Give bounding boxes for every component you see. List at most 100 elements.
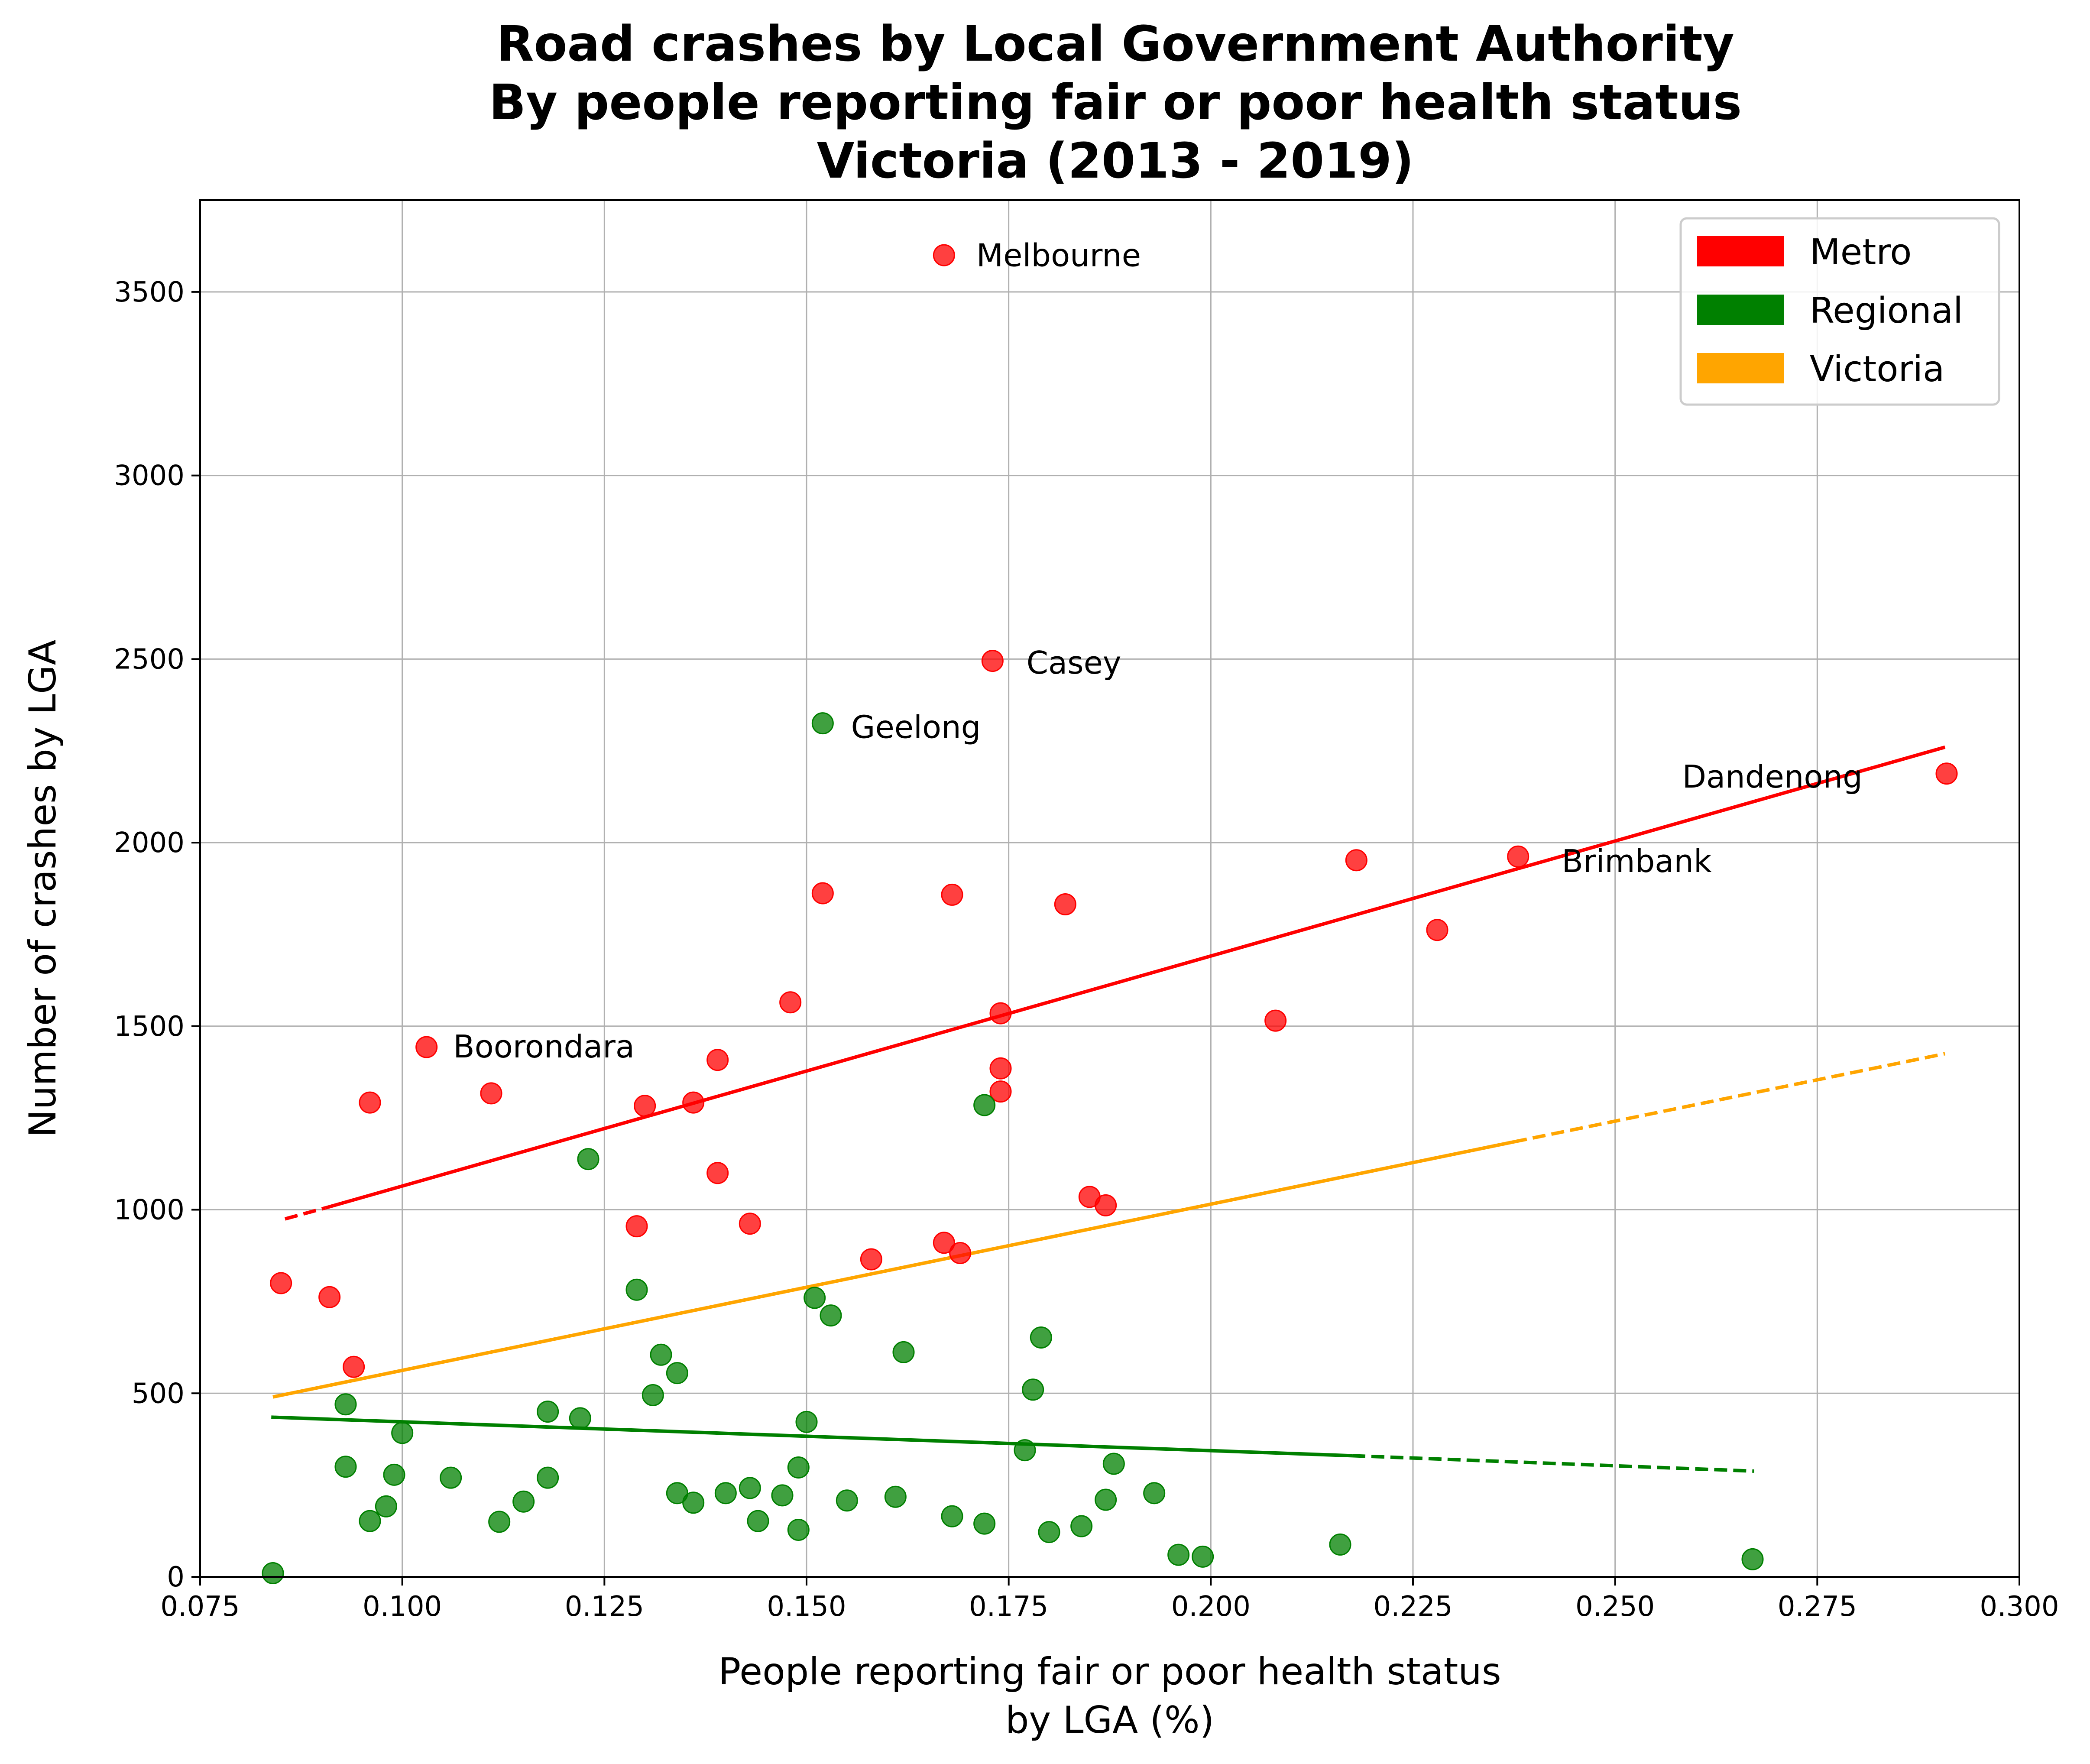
- data-point-regional: [1741, 1548, 1764, 1570]
- annotation-label: Boorondara: [453, 1028, 635, 1065]
- trendline-regional: [271, 1415, 1353, 1458]
- data-point-regional: [569, 1407, 591, 1430]
- data-point-regional: [1102, 1453, 1125, 1475]
- x-tick-label: 0.125: [565, 1591, 644, 1623]
- data-point-regional: [383, 1463, 405, 1486]
- y-tick-label: 3000: [114, 460, 185, 492]
- data-point-regional: [811, 712, 834, 735]
- data-point-regional: [334, 1456, 357, 1478]
- trendline-victoria: [272, 1140, 1515, 1399]
- chart-title-line-2: By people reporting fair or poor health …: [489, 75, 1742, 131]
- data-point-metro: [1426, 919, 1448, 941]
- data-point-metro: [634, 1095, 656, 1117]
- x-tick-label: 0.225: [1373, 1591, 1452, 1623]
- legend-swatch-metro: [1697, 236, 1784, 266]
- data-point-regional: [771, 1484, 794, 1507]
- data-point-regional: [1038, 1521, 1060, 1544]
- data-point-regional: [747, 1510, 769, 1532]
- data-point-metro: [981, 650, 1004, 672]
- data-point-regional: [1070, 1515, 1093, 1537]
- data-points: [262, 244, 1958, 1585]
- data-point-regional: [836, 1489, 858, 1512]
- data-point-regional: [787, 1456, 810, 1479]
- data-point-metro: [625, 1215, 648, 1238]
- y-tick-label: 2000: [114, 827, 185, 859]
- data-point-regional: [1095, 1488, 1117, 1511]
- data-point-regional: [1192, 1545, 1214, 1568]
- data-point-regional: [1022, 1378, 1044, 1401]
- data-point-metro: [933, 244, 955, 266]
- data-point-metro: [933, 1232, 955, 1254]
- data-point-regional: [577, 1148, 599, 1171]
- x-tick-label: 0.075: [160, 1591, 240, 1623]
- data-point-regional: [795, 1411, 818, 1433]
- x-tick-label: 0.300: [1980, 1591, 2059, 1623]
- y-tick-label: 1500: [114, 1011, 185, 1043]
- data-point-metro: [1507, 845, 1529, 868]
- data-point-regional: [1030, 1326, 1052, 1349]
- trendline-regional: [1352, 1454, 1754, 1473]
- y-tick-label: 2500: [114, 643, 185, 675]
- legend-label-metro: Metro: [1810, 232, 1912, 273]
- data-point-metro: [343, 1355, 365, 1378]
- trendline-victoria: [1513, 1052, 1946, 1144]
- data-point-regional: [1167, 1544, 1190, 1566]
- y-axis-label: Number of crashes by LGA: [21, 639, 65, 1137]
- legend: Metro Regional Victoria: [1679, 217, 2000, 406]
- data-point-regional: [884, 1485, 907, 1508]
- data-point-regional: [804, 1287, 826, 1309]
- data-point-metro: [318, 1286, 341, 1308]
- data-point-regional: [625, 1278, 648, 1301]
- data-point-regional: [1014, 1439, 1036, 1462]
- point-annotations: Melbourne Casey Geelong Dandenong Brimbank Bo…: [453, 237, 1863, 1065]
- data-point-regional: [375, 1495, 397, 1518]
- data-point-regional: [739, 1477, 761, 1499]
- x-axis-label-line-1: People reporting fair or poor health sta…: [718, 1650, 1501, 1693]
- trend-lines: [271, 745, 1946, 1473]
- trendline-metro: [284, 1206, 326, 1221]
- x-tick-label: 0.200: [1171, 1591, 1251, 1623]
- trendline-metro: [325, 745, 1946, 1210]
- x-tick-label: 0.175: [969, 1591, 1048, 1623]
- data-point-regional: [682, 1492, 705, 1514]
- data-point-metro: [989, 1057, 1012, 1080]
- y-tick-label: 3500: [114, 276, 185, 308]
- data-point-metro: [480, 1082, 502, 1105]
- data-point-regional: [941, 1505, 963, 1527]
- data-point-metro: [941, 883, 963, 906]
- data-point-regional: [820, 1304, 842, 1327]
- legend-label-regional: Regional: [1810, 290, 1963, 331]
- data-point-regional: [973, 1094, 996, 1116]
- y-tick-label: 1000: [114, 1194, 185, 1226]
- data-point-metro: [779, 991, 802, 1014]
- chart-title-line-1: Road crashes by Local Government Authori…: [496, 16, 1734, 72]
- data-point-regional: [391, 1422, 414, 1444]
- data-point-regional: [1143, 1482, 1166, 1505]
- x-tick-label: 0.150: [767, 1591, 846, 1623]
- y-tick-label: 0: [167, 1561, 185, 1593]
- data-point-metro: [949, 1242, 972, 1265]
- data-point-metro: [860, 1248, 882, 1271]
- x-tick-label: 0.275: [1778, 1591, 1857, 1623]
- data-point-metro: [989, 1080, 1012, 1103]
- data-point-metro: [1345, 849, 1367, 872]
- data-point-regional: [359, 1510, 381, 1532]
- data-point-metro: [706, 1162, 729, 1184]
- data-point-regional: [537, 1401, 559, 1423]
- annotation-label: Melbourne: [976, 237, 1141, 274]
- annotation-label: Casey: [1027, 645, 1121, 681]
- data-point-regional: [714, 1482, 737, 1505]
- data-point-metro: [706, 1049, 729, 1071]
- data-point-metro: [359, 1091, 381, 1114]
- data-point-metro: [1054, 893, 1076, 915]
- plot-frame: [199, 199, 2020, 1578]
- data-point-metro: [415, 1036, 438, 1058]
- data-point-regional: [488, 1511, 511, 1533]
- data-point-regional: [892, 1341, 915, 1363]
- data-point-metro: [989, 1002, 1012, 1025]
- data-point-regional: [666, 1362, 688, 1385]
- y-tick-label: 500: [132, 1378, 185, 1410]
- legend-swatch-regional: [1697, 295, 1784, 325]
- data-point-regional: [787, 1519, 810, 1541]
